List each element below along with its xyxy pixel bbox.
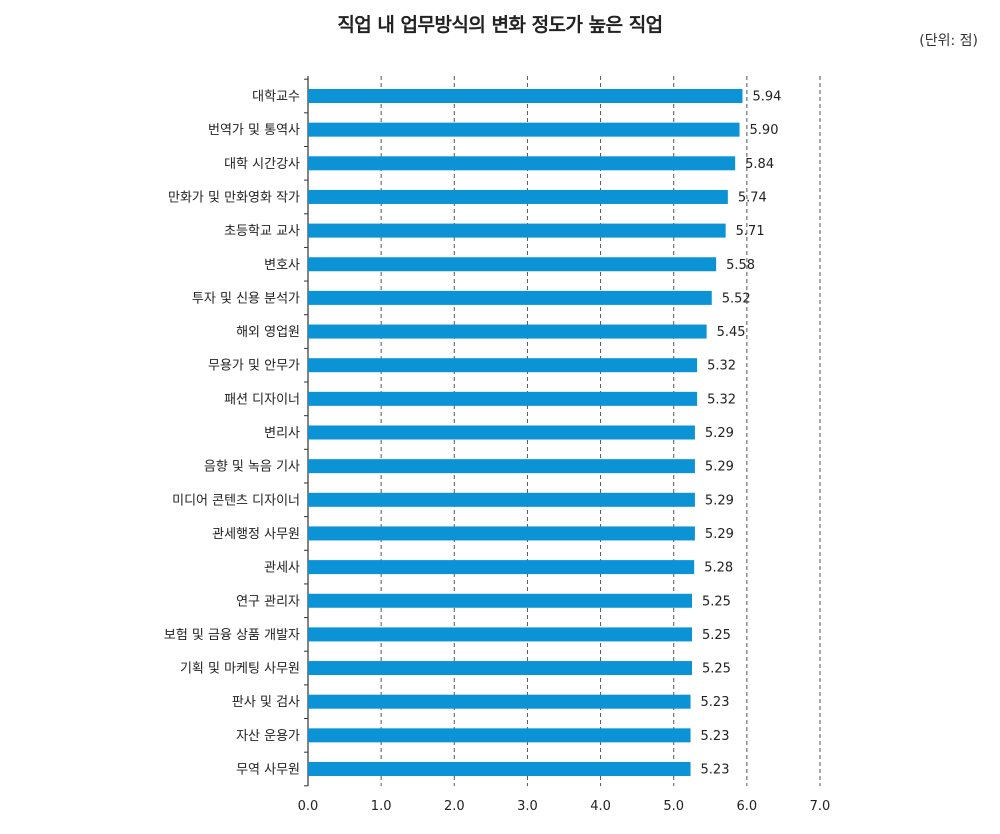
- bar: [308, 627, 692, 642]
- bar: [308, 694, 691, 709]
- data-label: 5.25: [702, 594, 731, 609]
- bar: [308, 593, 692, 608]
- x-tick-label: 4.0: [590, 799, 611, 814]
- category-label: 자산 운용가: [236, 729, 300, 744]
- bar: [308, 122, 740, 137]
- data-label: 5.32: [707, 392, 736, 407]
- data-label: 5.74: [738, 190, 767, 205]
- category-label: 판사 및 검사: [232, 695, 300, 710]
- data-label: 5.29: [705, 493, 734, 508]
- category-label: 무용가 및 안무가: [208, 359, 300, 374]
- bar: [308, 526, 695, 541]
- bar: [308, 459, 695, 474]
- x-tick-label: 2.0: [444, 799, 465, 814]
- bar: [308, 89, 743, 103]
- category-label: 변리사: [264, 426, 300, 441]
- category-label: 대학교수: [252, 90, 300, 105]
- data-label: 5.23: [701, 763, 730, 778]
- data-label: 5.29: [705, 460, 734, 475]
- category-label: 보험 및 금융 상품 개발자: [164, 628, 300, 643]
- category-label: 음향 및 녹음 기사: [204, 460, 300, 475]
- category-label: 대학 시간강사: [224, 157, 300, 172]
- bar: [308, 257, 717, 272]
- category-label: 패션 디자이너: [224, 392, 300, 407]
- data-label: 5.52: [722, 291, 751, 306]
- data-label: 5.32: [707, 359, 736, 374]
- data-label: 5.23: [701, 729, 730, 744]
- data-label: 5.28: [704, 561, 733, 576]
- data-label: 5.25: [702, 662, 731, 677]
- category-label: 기획 및 마케팅 사무원: [180, 662, 300, 677]
- data-label: 5.94: [752, 90, 781, 105]
- bars: [308, 89, 743, 776]
- category-label: 무역 사무원: [236, 763, 300, 778]
- category-label: 번역가 및 통역사: [208, 123, 300, 138]
- x-tick-label: 5.0: [663, 799, 684, 814]
- category-label: 만화가 및 만화영화 작가: [168, 190, 300, 205]
- bar: [308, 324, 707, 339]
- bar: [308, 391, 698, 406]
- data-label: 5.45: [717, 325, 746, 340]
- data-label: 5.29: [705, 426, 734, 441]
- x-tick-label: 7.0: [810, 799, 831, 814]
- category-label: 관세사: [264, 561, 300, 576]
- category-label: 투자 및 신용 분석가: [192, 291, 300, 306]
- bar: [308, 358, 698, 373]
- data-label: 5.25: [702, 628, 731, 643]
- category-label: 초등학교 교사: [224, 224, 300, 239]
- category-label: 변호사: [264, 258, 300, 273]
- bar: [308, 560, 695, 575]
- x-tick-label: 3.0: [517, 799, 538, 814]
- bar: [308, 661, 692, 676]
- unit-label: (단위: 점): [919, 33, 978, 49]
- data-label: 5.58: [726, 258, 755, 273]
- category-label: 미디어 콘텐츠 디자이너: [172, 493, 300, 508]
- bar: [308, 425, 695, 440]
- bar: [308, 290, 712, 305]
- bar: [308, 223, 726, 238]
- x-tick-label: 1.0: [371, 799, 392, 814]
- bar: [308, 728, 691, 743]
- bar: [308, 492, 695, 507]
- data-label: 5.90: [750, 123, 779, 138]
- category-label: 연구 관리자: [236, 594, 300, 609]
- x-tick-label: 0.0: [298, 799, 319, 814]
- bar: [308, 762, 691, 776]
- bar: [308, 189, 728, 204]
- category-axis: [304, 76, 309, 787]
- data-label: 5.84: [745, 157, 774, 172]
- data-label: 5.29: [705, 527, 734, 542]
- data-label: 5.23: [701, 695, 730, 710]
- x-tick-label: 6.0: [737, 799, 758, 814]
- category-label: 관세행정 사무원: [212, 526, 300, 542]
- category-label: 해외 영업원: [236, 325, 300, 340]
- bar: [308, 156, 736, 171]
- labels: 0.0 1.0 2.0 3.0 4.0 5.0 6.0 7.0 대학교수 5.94 번역가 및 통역…: [164, 90, 830, 815]
- chart-title: 직업 내 업무방식의 변화 정도가 높은 직업: [337, 14, 663, 36]
- data-label: 5.71: [736, 224, 765, 239]
